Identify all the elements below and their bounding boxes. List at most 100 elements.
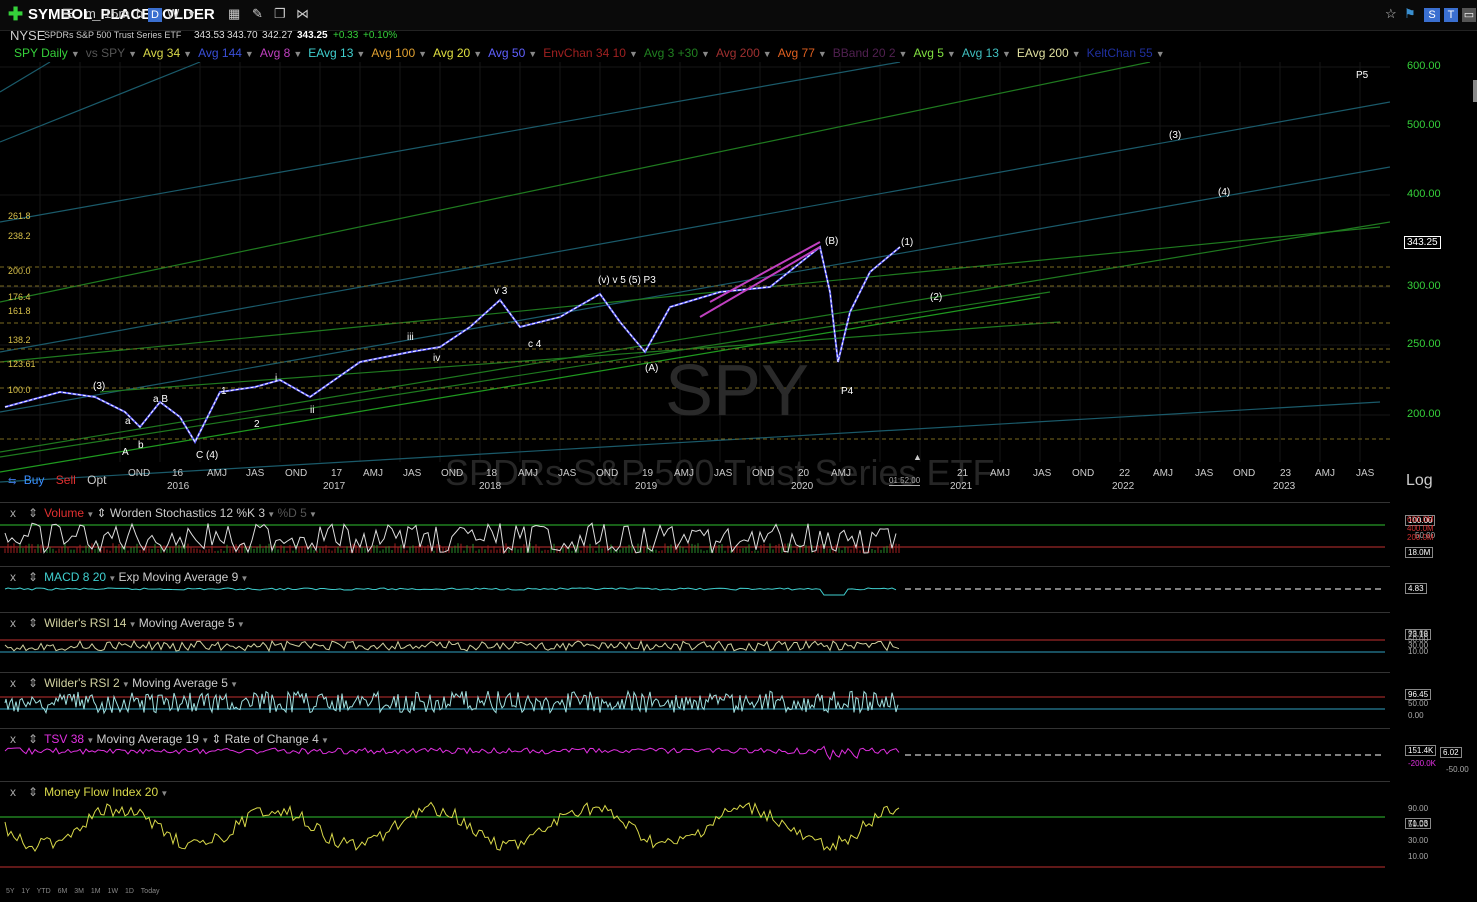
chevron-down-icon[interactable]: ▼	[1071, 49, 1081, 59]
chevron-down-icon[interactable]: ▼	[628, 49, 638, 59]
close-icon[interactable]: x	[10, 732, 16, 746]
add-icon[interactable]: ✚	[8, 4, 24, 24]
chevron-down-icon[interactable]: ▼	[356, 49, 366, 59]
calculator-icon[interactable]: ▦	[228, 6, 241, 21]
chevron-down-icon[interactable]: ▼	[701, 49, 710, 59]
chevron-down-icon[interactable]: ▼	[119, 680, 133, 689]
chevron-down-icon[interactable]: ▼	[946, 49, 956, 59]
flag-icon[interactable]: ⚑	[1404, 6, 1416, 21]
indicator-13[interactable]: BBand 20 2 ▼	[833, 46, 908, 60]
indicator-16[interactable]: EAvg 200 ▼	[1017, 46, 1081, 60]
close-icon[interactable]: x	[10, 676, 16, 690]
panel-subtitle[interactable]: Moving Average 5	[132, 676, 228, 690]
chevron-down-icon[interactable]: ▼	[84, 736, 97, 745]
indicator-15[interactable]: Avg 13 ▼	[962, 46, 1011, 60]
indicator-panel[interactable]: x ⇕ Money Flow Index 20 ▼ 71.03 90.00 50.00 3…	[0, 781, 1432, 889]
chevron-down-icon[interactable]: ▼	[1155, 49, 1165, 59]
chevron-down-icon[interactable]: ▼	[187, 9, 196, 19]
indicator-0[interactable]: SPY Daily ▼	[14, 46, 80, 60]
chevron-down-icon[interactable]: ▼	[106, 574, 119, 583]
panel-title[interactable]: MACD 8 20	[44, 570, 107, 584]
share-icon[interactable]: ⋈	[296, 6, 309, 21]
panel-title[interactable]: Money Flow Index 20	[44, 785, 159, 799]
price-chart[interactable]	[0, 62, 1390, 492]
chevron-down-icon[interactable]: ▼	[473, 49, 483, 59]
chevron-down-icon[interactable]: ▼	[817, 49, 827, 59]
indicator-8[interactable]: Avg 50 ▼	[488, 46, 537, 60]
close-icon[interactable]: x	[10, 570, 16, 584]
chevron-down-icon[interactable]: ▼	[128, 49, 138, 59]
interval-h[interactable]: h	[136, 6, 144, 21]
trade-icon[interactable]: ⇆	[8, 476, 17, 487]
chevron-down-icon[interactable]: ▼	[158, 789, 169, 798]
sell-button[interactable]: Sell	[55, 473, 76, 487]
panel-title[interactable]: Wilder's RSI 2	[44, 676, 120, 690]
indicator-5[interactable]: EAvg 13 ▼	[308, 46, 365, 60]
indicator-panel[interactable]: x ⇕ Wilder's RSI 14 ▼ Moving Average 5 ▼ 7…	[0, 612, 1432, 671]
move-icon[interactable]: ⇕	[28, 785, 39, 799]
panel-title[interactable]: Wilder's RSI 14	[44, 616, 127, 630]
text-icon[interactable]: T	[1444, 8, 1458, 22]
chevron-down-icon[interactable]: ▼	[306, 510, 317, 519]
chevron-down-icon[interactable]: ▼	[227, 680, 239, 689]
panel-subtitle[interactable]: Exp Moving Average 9	[118, 570, 239, 584]
panel-subtitle[interactable]: ⇕ Worden Stochastics 12 %K 3	[96, 506, 266, 520]
panel-subtitle-2[interactable]: ⇕ Rate of Change 4	[211, 732, 319, 746]
indicator-3[interactable]: Avg 144 ▼	[198, 46, 254, 60]
move-icon[interactable]: ⇕	[28, 570, 39, 584]
close-icon[interactable]: x	[10, 506, 16, 520]
log-scale-toggle[interactable]: Log	[1406, 472, 1433, 489]
interval-w[interactable]: W	[167, 6, 180, 21]
chevron-down-icon[interactable]: ▼	[528, 49, 538, 59]
interval-m[interactable]: m	[85, 6, 96, 21]
move-icon[interactable]: ⇕	[28, 732, 39, 746]
sync-icon[interactable]: S	[1424, 8, 1440, 22]
indicator-7[interactable]: Avg 20 ▼	[433, 46, 482, 60]
chevron-down-icon[interactable]: ▼	[70, 49, 80, 59]
pencil-icon[interactable]: ✎	[252, 6, 263, 21]
chevron-down-icon[interactable]: ▼	[183, 49, 193, 59]
chevron-down-icon[interactable]: ▼	[238, 574, 249, 583]
move-icon[interactable]: ⇕	[28, 676, 39, 690]
panel-title[interactable]: TSV 38	[44, 732, 85, 746]
panel-subtitle[interactable]: Moving Average 19	[96, 732, 199, 746]
symbol-label[interactable]: SYMBOL_PLACEHOLDER	[28, 6, 215, 23]
panel-subtitle[interactable]: Moving Average 5	[138, 616, 235, 630]
layers-icon[interactable]: ❐	[274, 6, 286, 21]
indicator-panel[interactable]: x ⇕ Volume ▼ ⇕ Worden Stochastics 12 %K 3 …	[0, 502, 1436, 565]
star-icon[interactable]: ☆	[1385, 6, 1397, 21]
buy-button[interactable]: Buy	[23, 473, 45, 487]
chevron-down-icon[interactable]: ▼	[265, 510, 278, 519]
close-icon[interactable]: x	[10, 785, 16, 799]
indicator-panel[interactable]: x ⇕ TSV 38 ▼ Moving Average 19 ▼ ⇕ Rate of…	[0, 728, 1469, 780]
chevron-down-icon[interactable]: ▼	[84, 510, 97, 519]
indicator-11[interactable]: Avg 200 ▼	[716, 46, 772, 60]
chevron-down-icon[interactable]: ▼	[318, 736, 329, 745]
chevron-down-icon[interactable]: ▼	[418, 49, 428, 59]
indicator-6[interactable]: Avg 100 ▼	[371, 46, 427, 60]
indicator-17[interactable]: KeltChan 55 ▼	[1087, 46, 1165, 60]
indicator-panel[interactable]: x ⇕ Wilder's RSI 2 ▼ Moving Average 5 ▼ 96…	[0, 672, 1432, 727]
time-range-buttons[interactable]: 5Y 1Y YTD 6M 3M 1M 1W 1D Today	[6, 888, 160, 895]
interval-d[interactable]: D	[148, 8, 162, 22]
indicator-10[interactable]: Avg 3 +30 ▼	[644, 46, 710, 60]
indicator-14[interactable]: Avg 5 ▼	[913, 46, 955, 60]
close-icon[interactable]: x	[10, 616, 16, 630]
chevron-down-icon[interactable]: ▼	[762, 49, 772, 59]
move-icon[interactable]: ⇕	[28, 506, 39, 520]
chevron-down-icon[interactable]: ▼	[898, 49, 908, 59]
chevron-down-icon[interactable]: ▼	[293, 49, 303, 59]
interval-15m[interactable]: 15m	[104, 6, 130, 21]
time-marker-icon[interactable]: ▲	[913, 452, 922, 462]
panel-subtitle-2[interactable]: %D 5	[277, 506, 307, 520]
panel-title[interactable]: Volume	[44, 506, 85, 520]
chevron-down-icon[interactable]: ▼	[126, 620, 139, 629]
indicator-12[interactable]: Avg 77 ▼	[778, 46, 827, 60]
chevron-down-icon[interactable]: ▼	[198, 736, 212, 745]
indicator-1[interactable]: vs SPY ▼	[86, 46, 137, 60]
indicator-4[interactable]: Avg 8 ▼	[260, 46, 302, 60]
indicator-2[interactable]: Avg 34 ▼	[143, 46, 192, 60]
chevron-down-icon[interactable]: ▼	[234, 620, 245, 629]
scrollbar[interactable]	[1473, 80, 1477, 102]
move-icon[interactable]: ⇕	[28, 616, 39, 630]
